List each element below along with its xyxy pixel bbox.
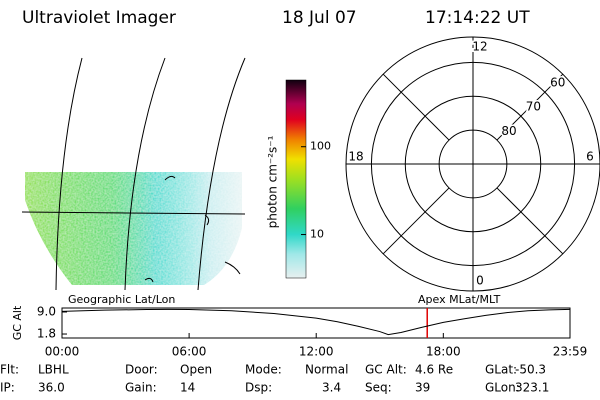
polar-spoke	[382, 73, 450, 141]
colorbar-tick-label: 10	[310, 228, 324, 241]
time: 17:14:22 UT	[425, 8, 530, 28]
status-value: 3.4	[322, 381, 341, 395]
y-tick-label: 1.8	[37, 327, 56, 341]
status-value: 39	[415, 381, 430, 395]
status-value: -50.3	[515, 363, 546, 377]
y-tick-label: 9.0	[37, 304, 56, 318]
date: 18 Jul 07	[282, 8, 357, 28]
image	[21, 57, 246, 291]
status-value: LBHL	[38, 363, 69, 377]
polar-spoke	[496, 187, 564, 255]
mlt-label: 6	[586, 150, 594, 164]
mlt-label: 12	[472, 40, 487, 54]
x-tick-label: 06:00	[172, 345, 207, 359]
altitude-line	[61, 308, 571, 336]
status-key: Flt:	[0, 363, 19, 377]
status-value: 36.0	[38, 381, 65, 395]
colorbar-label: photon cm⁻²s⁻¹	[266, 135, 280, 228]
x-tick-label: 12:00	[299, 345, 334, 359]
right-label: Apex MLat/MLT	[418, 293, 501, 306]
status-key: GLon:	[485, 381, 520, 395]
status-key: Gain:	[125, 381, 157, 395]
y-label: GC Alt	[11, 305, 24, 340]
left-label: Geographic Lat/Lon	[68, 293, 175, 306]
status-key: GLat:	[485, 363, 517, 377]
status-key: Mode:	[245, 363, 282, 377]
status-key: Door:	[125, 363, 158, 377]
mlat-ring	[370, 61, 576, 267]
mlat-ring	[404, 95, 542, 233]
mlat-label: 60	[550, 75, 565, 89]
polar-spoke	[382, 187, 450, 255]
mlat-ring	[438, 129, 508, 199]
status-key: IP:	[0, 381, 15, 395]
mlt-label: 18	[348, 150, 363, 164]
x-tick-label: 23:59	[553, 345, 588, 359]
status-key: GC Alt:	[365, 363, 407, 377]
status-value: 4.6 Re	[415, 363, 453, 377]
x-tick-label: 18:00	[426, 345, 461, 359]
mlat-label: 80	[501, 124, 516, 138]
colorbar	[285, 79, 307, 279]
mlt-label: 0	[476, 274, 484, 288]
status-value: 323.1	[515, 381, 549, 395]
status-value: Open	[180, 363, 212, 377]
status-key: Dsp:	[245, 381, 272, 395]
status-value: 14	[180, 381, 195, 395]
title: Ultraviolet Imager	[22, 8, 176, 28]
status-value: Normal	[305, 363, 348, 377]
polar-spoke	[496, 73, 564, 141]
colorbar-tick-label: 100	[310, 140, 331, 153]
mlat-label: 70	[526, 100, 541, 114]
x-tick-label: 00:00	[45, 345, 80, 359]
status-key: Seq:	[365, 381, 392, 395]
